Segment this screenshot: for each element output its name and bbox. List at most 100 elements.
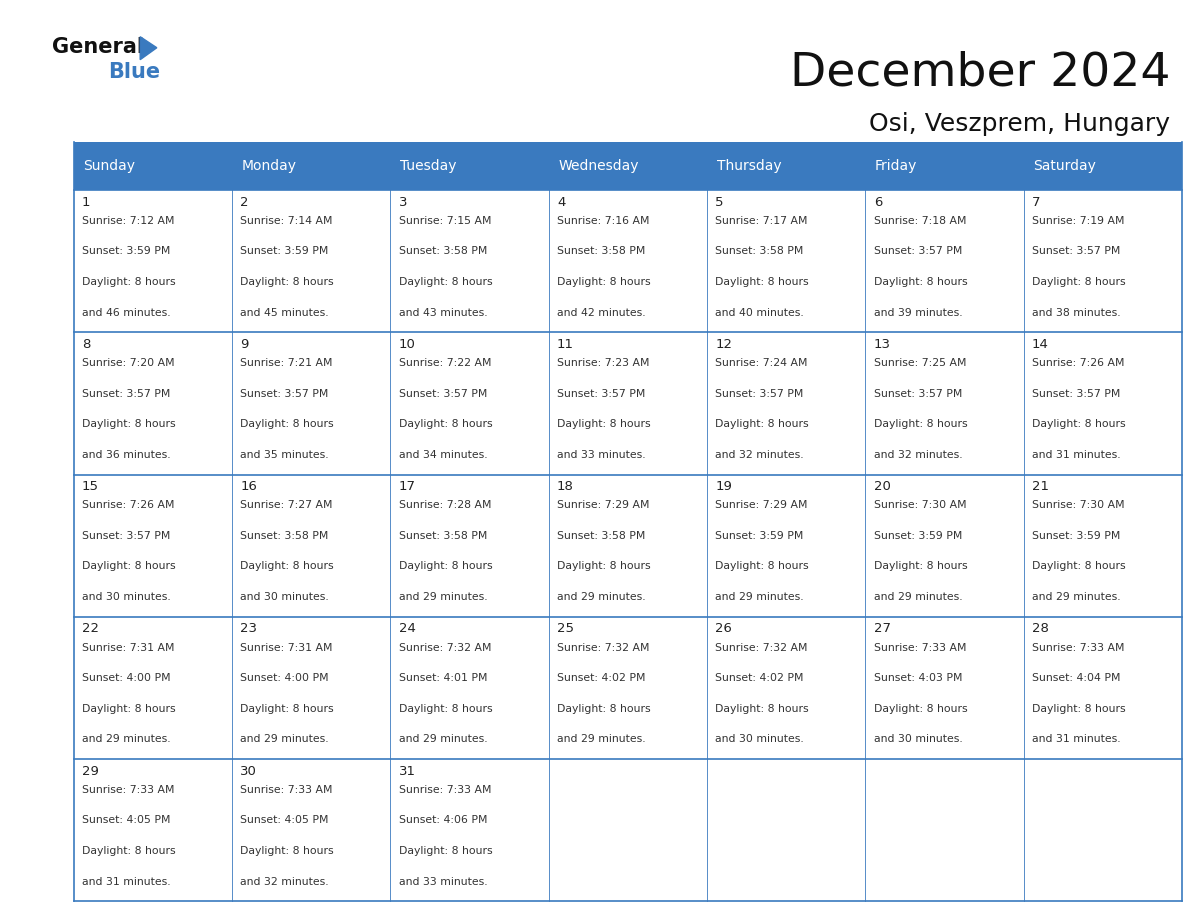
Text: Sunset: 3:57 PM: Sunset: 3:57 PM — [873, 246, 962, 256]
Text: Daylight: 8 hours: Daylight: 8 hours — [873, 562, 967, 572]
Text: 27: 27 — [873, 622, 891, 635]
Bar — [74, 475, 1182, 617]
Text: Sunset: 3:58 PM: Sunset: 3:58 PM — [715, 246, 804, 256]
Text: Daylight: 8 hours: Daylight: 8 hours — [399, 277, 492, 287]
Text: and 29 minutes.: and 29 minutes. — [240, 734, 329, 744]
Bar — [74, 759, 1182, 901]
Text: and 45 minutes.: and 45 minutes. — [240, 308, 329, 318]
Text: Sunrise: 7:16 AM: Sunrise: 7:16 AM — [557, 216, 650, 226]
Text: 5: 5 — [715, 196, 723, 208]
Text: Daylight: 8 hours: Daylight: 8 hours — [715, 420, 809, 430]
Text: and 30 minutes.: and 30 minutes. — [715, 734, 804, 744]
Text: and 30 minutes.: and 30 minutes. — [240, 592, 329, 602]
Text: Daylight: 8 hours: Daylight: 8 hours — [399, 420, 492, 430]
Text: Sunday: Sunday — [83, 159, 135, 174]
Text: Daylight: 8 hours: Daylight: 8 hours — [240, 704, 334, 714]
Text: Sunrise: 7:29 AM: Sunrise: 7:29 AM — [715, 500, 808, 510]
Text: and 31 minutes.: and 31 minutes. — [82, 877, 171, 887]
Text: Sunrise: 7:27 AM: Sunrise: 7:27 AM — [240, 500, 333, 510]
Text: and 42 minutes.: and 42 minutes. — [557, 308, 645, 318]
Text: 18: 18 — [557, 480, 574, 493]
Text: Sunrise: 7:12 AM: Sunrise: 7:12 AM — [82, 216, 175, 226]
Text: 14: 14 — [1032, 338, 1049, 351]
Text: Daylight: 8 hours: Daylight: 8 hours — [82, 277, 176, 287]
Text: Osi, Veszprem, Hungary: Osi, Veszprem, Hungary — [870, 112, 1170, 136]
Text: Daylight: 8 hours: Daylight: 8 hours — [82, 420, 176, 430]
Text: and 40 minutes.: and 40 minutes. — [715, 308, 804, 318]
Text: and 36 minutes.: and 36 minutes. — [82, 450, 171, 460]
Text: 22: 22 — [82, 622, 99, 635]
Text: Daylight: 8 hours: Daylight: 8 hours — [240, 277, 334, 287]
Text: Sunset: 4:03 PM: Sunset: 4:03 PM — [873, 673, 962, 683]
Text: Wednesday: Wednesday — [558, 159, 639, 174]
Text: Sunrise: 7:17 AM: Sunrise: 7:17 AM — [715, 216, 808, 226]
Text: December 2024: December 2024 — [790, 50, 1170, 95]
Text: Daylight: 8 hours: Daylight: 8 hours — [399, 704, 492, 714]
Text: Daylight: 8 hours: Daylight: 8 hours — [557, 704, 651, 714]
Text: 21: 21 — [1032, 480, 1049, 493]
Text: 25: 25 — [557, 622, 574, 635]
Text: Sunrise: 7:28 AM: Sunrise: 7:28 AM — [399, 500, 491, 510]
Text: 26: 26 — [715, 622, 732, 635]
Text: Daylight: 8 hours: Daylight: 8 hours — [240, 420, 334, 430]
Text: Sunset: 3:57 PM: Sunset: 3:57 PM — [715, 388, 804, 398]
Text: Sunrise: 7:19 AM: Sunrise: 7:19 AM — [1032, 216, 1125, 226]
Text: Sunrise: 7:33 AM: Sunrise: 7:33 AM — [873, 643, 966, 653]
Text: 6: 6 — [873, 196, 881, 208]
Text: Sunrise: 7:33 AM: Sunrise: 7:33 AM — [399, 785, 491, 795]
Text: 1: 1 — [82, 196, 90, 208]
Text: Daylight: 8 hours: Daylight: 8 hours — [873, 704, 967, 714]
Text: Sunset: 3:57 PM: Sunset: 3:57 PM — [1032, 388, 1120, 398]
Text: Daylight: 8 hours: Daylight: 8 hours — [873, 420, 967, 430]
Text: 16: 16 — [240, 480, 257, 493]
Text: Sunset: 3:59 PM: Sunset: 3:59 PM — [873, 531, 962, 541]
Text: Sunset: 4:02 PM: Sunset: 4:02 PM — [715, 673, 804, 683]
Text: Sunset: 4:02 PM: Sunset: 4:02 PM — [557, 673, 645, 683]
Text: Friday: Friday — [874, 159, 917, 174]
Text: 4: 4 — [557, 196, 565, 208]
Text: Daylight: 8 hours: Daylight: 8 hours — [82, 846, 176, 856]
Text: Sunrise: 7:33 AM: Sunrise: 7:33 AM — [1032, 643, 1125, 653]
Text: 30: 30 — [240, 765, 257, 778]
Text: Sunrise: 7:30 AM: Sunrise: 7:30 AM — [1032, 500, 1125, 510]
Text: and 29 minutes.: and 29 minutes. — [399, 734, 487, 744]
Text: 23: 23 — [240, 622, 258, 635]
Text: Daylight: 8 hours: Daylight: 8 hours — [1032, 420, 1126, 430]
Text: and 32 minutes.: and 32 minutes. — [240, 877, 329, 887]
Text: and 29 minutes.: and 29 minutes. — [557, 734, 645, 744]
Bar — [74, 190, 1182, 332]
Bar — [74, 617, 1182, 759]
Text: Sunset: 4:04 PM: Sunset: 4:04 PM — [1032, 673, 1120, 683]
Text: and 39 minutes.: and 39 minutes. — [873, 308, 962, 318]
Text: and 29 minutes.: and 29 minutes. — [557, 592, 645, 602]
Text: Sunrise: 7:18 AM: Sunrise: 7:18 AM — [873, 216, 966, 226]
Text: 17: 17 — [399, 480, 416, 493]
Text: Sunset: 3:57 PM: Sunset: 3:57 PM — [82, 388, 170, 398]
Bar — [74, 332, 1182, 475]
Text: and 33 minutes.: and 33 minutes. — [399, 877, 487, 887]
Text: 9: 9 — [240, 338, 248, 351]
Text: Daylight: 8 hours: Daylight: 8 hours — [715, 704, 809, 714]
Text: 3: 3 — [399, 196, 407, 208]
Text: and 31 minutes.: and 31 minutes. — [1032, 734, 1120, 744]
Text: Sunset: 3:57 PM: Sunset: 3:57 PM — [399, 388, 487, 398]
Text: and 43 minutes.: and 43 minutes. — [399, 308, 487, 318]
Text: Sunrise: 7:33 AM: Sunrise: 7:33 AM — [82, 785, 175, 795]
Text: Sunrise: 7:14 AM: Sunrise: 7:14 AM — [240, 216, 333, 226]
Bar — [74, 142, 232, 190]
Text: Sunset: 3:57 PM: Sunset: 3:57 PM — [1032, 246, 1120, 256]
Text: Sunrise: 7:22 AM: Sunrise: 7:22 AM — [399, 358, 491, 368]
Text: Sunrise: 7:26 AM: Sunrise: 7:26 AM — [1032, 358, 1125, 368]
Bar — [865, 142, 1024, 190]
Text: and 38 minutes.: and 38 minutes. — [1032, 308, 1120, 318]
Text: and 29 minutes.: and 29 minutes. — [1032, 592, 1120, 602]
Text: Sunset: 3:59 PM: Sunset: 3:59 PM — [82, 246, 170, 256]
Text: and 29 minutes.: and 29 minutes. — [715, 592, 804, 602]
Text: and 32 minutes.: and 32 minutes. — [873, 450, 962, 460]
Text: Monday: Monday — [241, 159, 297, 174]
Text: and 29 minutes.: and 29 minutes. — [82, 734, 171, 744]
Text: Sunset: 3:58 PM: Sunset: 3:58 PM — [557, 246, 645, 256]
Text: and 35 minutes.: and 35 minutes. — [240, 450, 329, 460]
Text: Daylight: 8 hours: Daylight: 8 hours — [240, 846, 334, 856]
Text: 24: 24 — [399, 622, 416, 635]
